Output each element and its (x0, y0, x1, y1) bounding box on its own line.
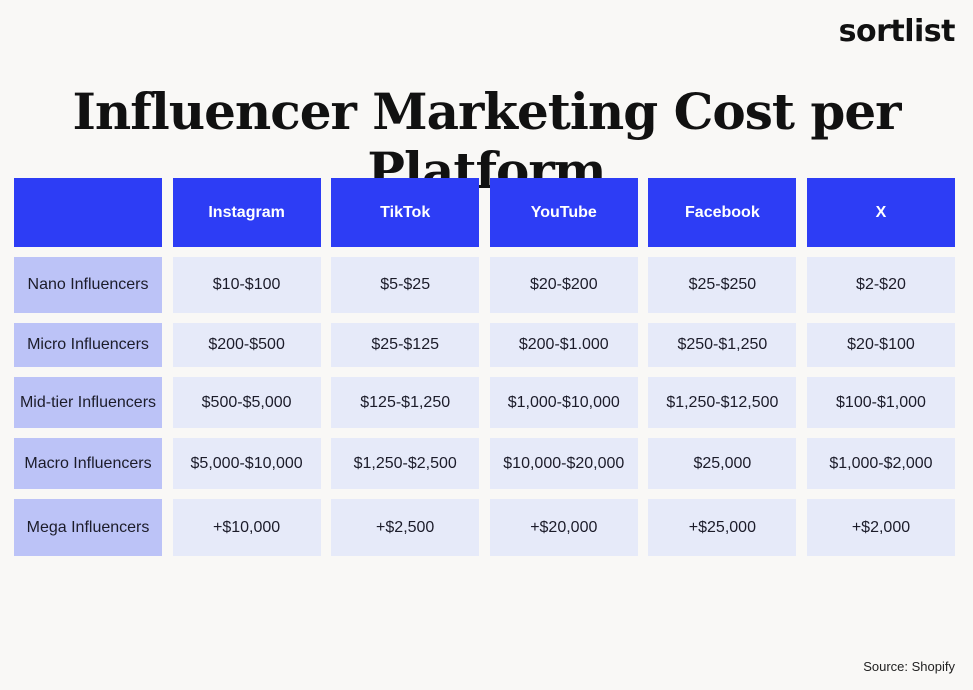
table-cell: $20-$200 (489, 257, 638, 313)
row-label-macro: Macro Influencers (14, 438, 162, 489)
row-label-mid-tier: Mid-tier Influencers (14, 377, 162, 428)
source-note: Source: Shopify (863, 659, 955, 674)
table-cell: $200-$1.000 (489, 323, 638, 367)
table-cell: $25-$250 (648, 257, 797, 313)
table-cell: $10,000-$20,000 (489, 438, 638, 489)
brand-logo: sortlist (838, 14, 956, 49)
table-cell: $125-$1,250 (331, 377, 480, 428)
table-cell: $10-$100 (172, 257, 321, 313)
table-cell: $5,000-$10,000 (172, 438, 321, 489)
table-cell: +$2,000 (806, 499, 955, 556)
table-cell: +$25,000 (648, 499, 797, 556)
table-cell: $1,250-$2,500 (331, 438, 480, 489)
row-label-nano: Nano Influencers (14, 257, 162, 313)
table-cell: $250-$1,250 (648, 323, 797, 367)
table-cell: $25-$125 (331, 323, 480, 367)
table-cell: $1,000-$10,000 (489, 377, 638, 428)
table-cell: $200-$500 (172, 323, 321, 367)
header-facebook: Facebook (648, 178, 797, 247)
row-label-mega: Mega Influencers (14, 499, 162, 556)
table-cell: $25,000 (648, 438, 797, 489)
header-x: X (806, 178, 955, 247)
header-corner-cell (14, 178, 162, 247)
row-label-micro: Micro Influencers (14, 323, 162, 367)
header-instagram: Instagram (172, 178, 321, 247)
table-cell: $20-$100 (806, 323, 955, 367)
table-cell: $5-$25 (331, 257, 480, 313)
table-cell: +$10,000 (172, 499, 321, 556)
table-cell: +$2,500 (331, 499, 480, 556)
table-cell: $500-$5,000 (172, 377, 321, 428)
header-youtube: YouTube (489, 178, 638, 247)
page-title: Influencer Marketing Cost per Platform (72, 82, 901, 200)
table-cell: +$20,000 (489, 499, 638, 556)
table-cell: $100-$1,000 (806, 377, 955, 428)
table-cell: $2-$20 (806, 257, 955, 313)
header-tiktok: TikTok (331, 178, 480, 247)
table-cell: $1,250-$12,500 (648, 377, 797, 428)
table-cell: $1,000-$2,000 (806, 438, 955, 489)
cost-table: Instagram TikTok YouTube Facebook X Nano… (14, 178, 955, 556)
